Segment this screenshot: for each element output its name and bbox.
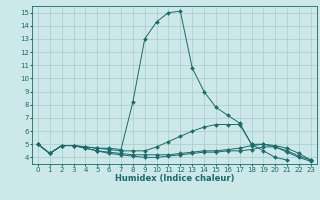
X-axis label: Humidex (Indice chaleur): Humidex (Indice chaleur) [115, 174, 234, 183]
